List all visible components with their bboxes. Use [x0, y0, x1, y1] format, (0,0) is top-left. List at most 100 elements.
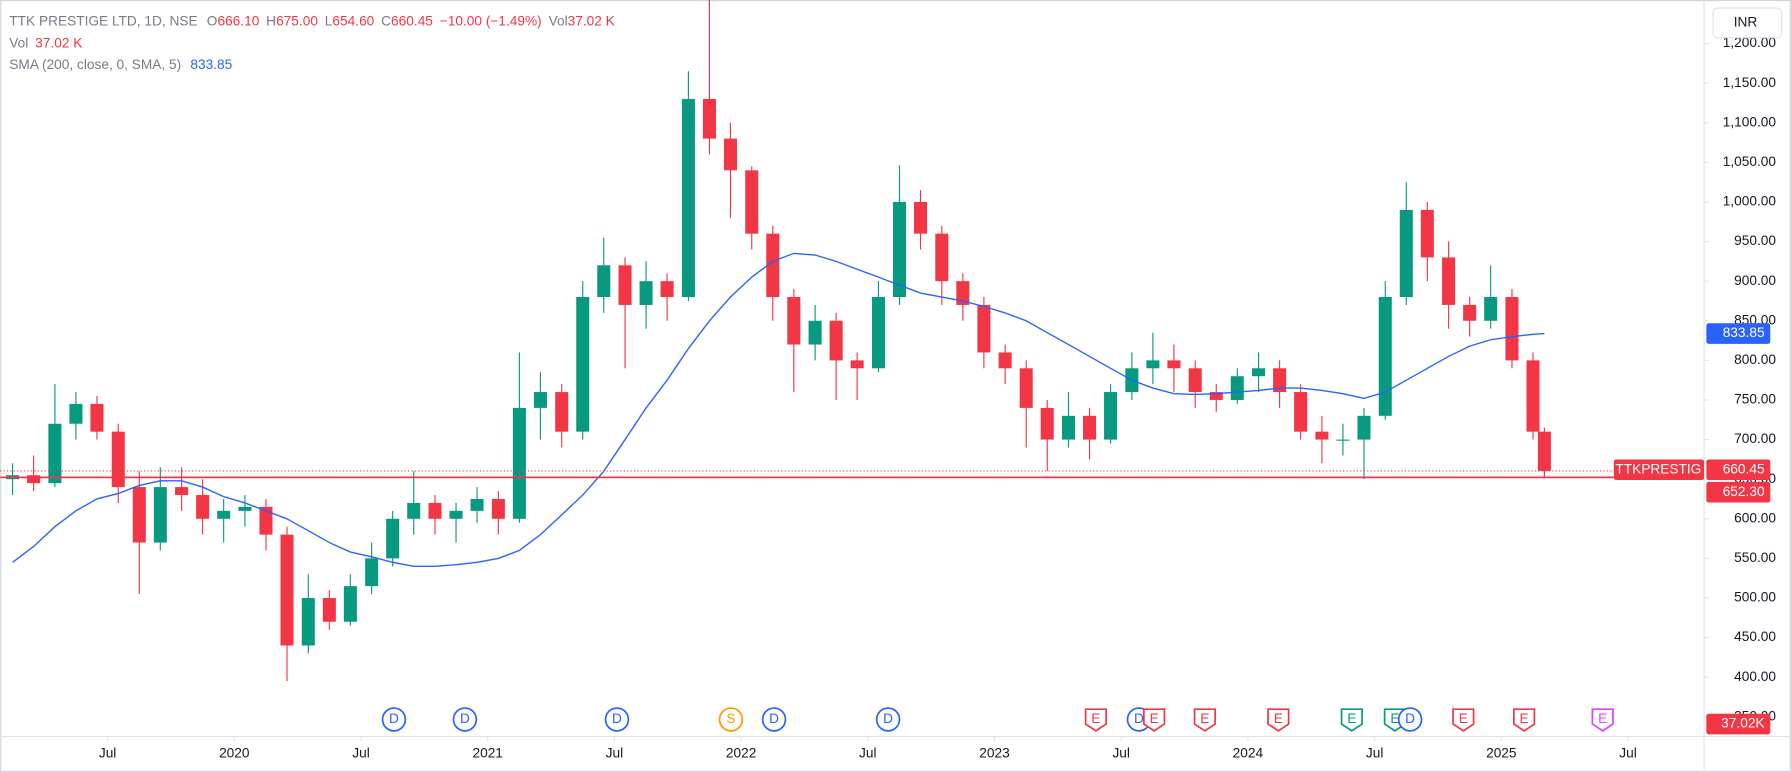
candle-body — [914, 201, 928, 234]
x-tick-label: 2025 — [1486, 745, 1517, 760]
candle-body — [1315, 431, 1329, 440]
candle-body — [723, 138, 737, 171]
sma-value: 833.85 — [190, 57, 232, 72]
y-tick-label: 1,050.00 — [1723, 154, 1777, 169]
event-label: E — [1598, 711, 1607, 726]
open-key: O — [207, 13, 218, 28]
sma-price-tag — [1706, 323, 1771, 344]
y-tick-label: 450.00 — [1734, 629, 1776, 644]
candle-body — [132, 487, 146, 543]
candle-body — [1442, 257, 1456, 305]
y-tick-label: 700.00 — [1734, 431, 1776, 446]
symbol-tag-label: TTKPRESTIG — [1615, 461, 1701, 476]
event-label: E — [1091, 711, 1100, 726]
event-label: D — [1405, 711, 1415, 726]
event-marker — [1143, 708, 1166, 732]
candle-body — [1378, 297, 1392, 416]
currency-button[interactable]: INR — [1712, 7, 1783, 39]
vol-key: Vol — [549, 13, 568, 28]
candle-body — [407, 502, 421, 519]
sma-line — [12, 252, 1545, 568]
x-tick-label: Jul — [1112, 745, 1130, 760]
candle-body — [702, 99, 716, 139]
event-marker — [381, 707, 407, 732]
volume-legend: Vol 37.02 K — [9, 35, 82, 50]
candle-body — [1209, 392, 1223, 400]
candle-body — [386, 518, 400, 559]
event-label: E — [1150, 711, 1159, 726]
event-label: E — [1274, 711, 1283, 726]
candle-body — [1252, 368, 1266, 377]
candle-body — [491, 498, 505, 519]
candle-body — [829, 320, 843, 361]
candle-body — [1104, 392, 1118, 440]
event-label: D — [389, 711, 399, 726]
candle-body — [90, 403, 104, 432]
event-marker — [452, 707, 478, 732]
event-marker — [1452, 708, 1475, 732]
y-tick-label: 500.00 — [1734, 590, 1776, 605]
volume-tag-label: 37.02K — [1721, 716, 1764, 731]
candle-body — [1484, 297, 1498, 321]
y-tick-label: 1,150.00 — [1723, 75, 1777, 90]
price-tag — [1706, 481, 1771, 503]
legend: TTK PRESTIGE LTD, 1D, NSE O666.10 H675.00 L… — [9, 13, 615, 71]
vol-value: 37.02 K — [35, 35, 82, 50]
x-tick-label: Jul — [859, 745, 877, 760]
event-marker — [875, 707, 901, 732]
event-marker — [718, 707, 744, 732]
sma-price-label: 833.85 — [1723, 325, 1765, 340]
high-value: 675.00 — [276, 13, 318, 28]
candle-body — [808, 320, 822, 345]
candle-body — [977, 304, 991, 353]
candle-body — [935, 233, 949, 282]
candle-body — [1167, 360, 1181, 369]
candle-body — [1357, 415, 1371, 440]
candle-body — [196, 495, 210, 519]
candle-body — [1083, 415, 1097, 440]
y-tick-label: 600.00 — [1734, 510, 1776, 525]
candle-body — [1399, 209, 1413, 298]
event-label: D — [460, 711, 470, 726]
candle-body — [1019, 368, 1033, 408]
candle-body — [766, 233, 780, 298]
low-value: 654.60 — [332, 13, 374, 28]
change: −10.00 (−1.49%) — [440, 13, 542, 28]
candle-body — [1061, 415, 1076, 440]
x-tick-label: 2021 — [472, 745, 502, 760]
candle-body — [1273, 368, 1287, 393]
candle-body — [175, 487, 189, 496]
price-tag — [1706, 459, 1771, 481]
event-marker — [1340, 708, 1363, 732]
candle-body — [1526, 360, 1540, 432]
candle-body — [1230, 376, 1244, 400]
event-marker — [1267, 708, 1290, 732]
candle-body — [153, 487, 167, 543]
x-tick-label: Jul — [1619, 745, 1637, 760]
candle-body — [69, 403, 83, 424]
candle-body — [1463, 304, 1477, 321]
candle-body — [470, 498, 484, 511]
event-label: E — [1390, 711, 1399, 726]
event-label: D — [883, 711, 893, 726]
candle-body — [449, 510, 463, 519]
vol-value: 37.02 K — [568, 13, 615, 28]
candle-body — [745, 170, 759, 234]
candle-body — [618, 265, 632, 305]
y-tick-label: 1,200.00 — [1723, 35, 1777, 50]
candle-body — [1146, 360, 1160, 369]
currency-label[interactable]: INR — [1734, 14, 1758, 29]
candle-body — [428, 502, 442, 519]
event-label: E — [1200, 711, 1209, 726]
event-label: D — [1134, 711, 1144, 726]
plot: 350.00400.00450.00500.00550.00600.00650.… — [0, 0, 1776, 760]
candle-body — [1420, 209, 1434, 258]
candle-body — [343, 586, 357, 622]
event-marker — [761, 707, 787, 732]
candle-body — [238, 506, 252, 511]
y-tick-label: 900.00 — [1734, 273, 1776, 288]
x-tick-label: Jul — [99, 745, 117, 760]
close-key: C — [381, 13, 391, 28]
currency-box[interactable] — [1712, 7, 1783, 39]
